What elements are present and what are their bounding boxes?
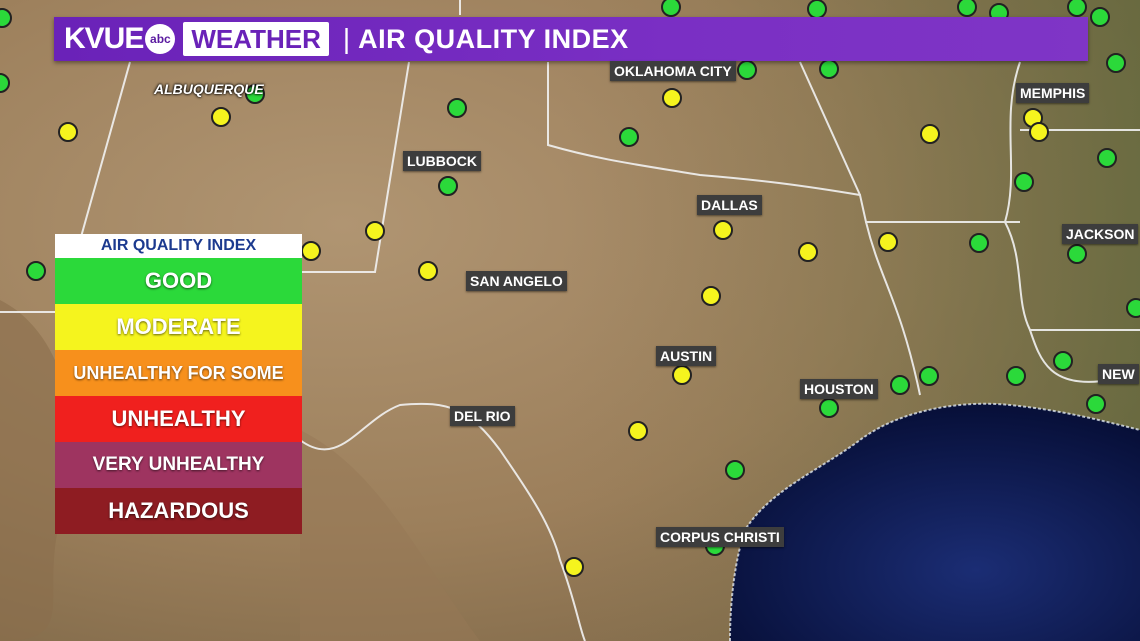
aqi-legend: AIR QUALITY INDEX GOOD MODERATE UNHEALTH… [55, 234, 302, 534]
aqi-marker-good [1097, 148, 1117, 168]
city-label-corpus-christi: CORPUS CHRISTI [656, 527, 784, 547]
mountains-west [0, 300, 72, 641]
aqi-marker-good [1090, 7, 1110, 27]
city-label-new-orleans: NEW [1098, 364, 1139, 384]
city-label-houston: HOUSTON [800, 379, 878, 399]
aqi-marker-good [1053, 351, 1073, 371]
legend-item-unhealthy-for-some: UNHEALTHY FOR SOME [55, 350, 302, 396]
aqi-marker-good [969, 233, 989, 253]
aqi-marker-moderate [672, 365, 692, 385]
aqi-marker-moderate [301, 241, 321, 261]
city-label-jackson: JACKSON [1062, 224, 1139, 244]
aqi-marker-good [447, 98, 467, 118]
legend-item-unhealthy: UNHEALTHY [55, 396, 302, 442]
city-label-lubbock: LUBBOCK [403, 151, 481, 171]
aqi-marker-good [0, 73, 10, 93]
city-label-dallas: DALLAS [697, 195, 762, 215]
aqi-marker-moderate [365, 221, 385, 241]
gulf-of-mexico [730, 403, 1140, 641]
city-label-san-angelo: SAN ANGELO [466, 271, 567, 291]
aqi-marker-moderate [713, 220, 733, 240]
aqi-marker-moderate [701, 286, 721, 306]
aqi-marker-good [245, 84, 265, 104]
aqi-marker-good [26, 261, 46, 281]
aqi-marker-moderate [798, 242, 818, 262]
aqi-marker-moderate [662, 88, 682, 108]
city-label-austin: AUSTIN [656, 346, 717, 366]
legend-item-good: GOOD [55, 258, 302, 304]
aqi-marker-good [1126, 298, 1140, 318]
aqi-marker-good [661, 0, 681, 17]
aqi-marker-good [619, 127, 639, 147]
aqi-marker-good [1106, 53, 1126, 73]
aqi-marker-good [1086, 394, 1106, 414]
page-title: AIR QUALITY INDEX [358, 23, 629, 54]
legend-item-moderate: MODERATE [55, 304, 302, 350]
aqi-marker-good [957, 0, 977, 17]
aqi-marker-good [819, 398, 839, 418]
city-label-albuquerque: ALBUQUERQUE [154, 81, 264, 97]
aqi-marker-good [1006, 366, 1026, 386]
aqi-marker-moderate [628, 421, 648, 441]
aqi-marker-moderate [418, 261, 438, 281]
city-label-memphis: MEMPHIS [1016, 83, 1090, 103]
city-label-oklahoma-city: OKLAHOMA CITY [610, 61, 736, 81]
station-logo: KVUE abc WEATHER [64, 22, 329, 56]
aqi-marker-good [819, 59, 839, 79]
aqi-marker-good [807, 0, 827, 19]
aqi-marker-good [919, 366, 939, 386]
aqi-marker-good [725, 460, 745, 480]
legend-title: AIR QUALITY INDEX [55, 234, 302, 258]
aqi-marker-moderate [58, 122, 78, 142]
legend-item-very-unhealthy: VERY UNHEALTHY [55, 442, 302, 488]
abc-logo-icon: abc [145, 24, 176, 54]
brand-name: KVUE [64, 22, 144, 55]
title-banner: KVUE abc WEATHER | AIR QUALITY INDEX [54, 17, 1088, 61]
section-badge: WEATHER [183, 22, 329, 56]
aqi-marker-moderate [878, 232, 898, 252]
aqi-marker-moderate [1029, 122, 1049, 142]
aqi-marker-good [1067, 244, 1087, 264]
aqi-marker-moderate [211, 107, 231, 127]
legend-item-hazardous: HAZARDOUS [55, 488, 302, 534]
aqi-marker-good [1067, 0, 1087, 17]
aqi-marker-moderate [564, 557, 584, 577]
aqi-marker-good [0, 8, 12, 28]
aqi-marker-good [890, 375, 910, 395]
aqi-marker-good [1014, 172, 1034, 192]
title-separator: | [342, 23, 351, 54]
mountains-trans-pecos [300, 430, 480, 641]
aqi-marker-good [438, 176, 458, 196]
aqi-marker-moderate [920, 124, 940, 144]
city-label-del-rio: DEL RIO [450, 406, 515, 426]
aqi-marker-good [737, 60, 757, 80]
